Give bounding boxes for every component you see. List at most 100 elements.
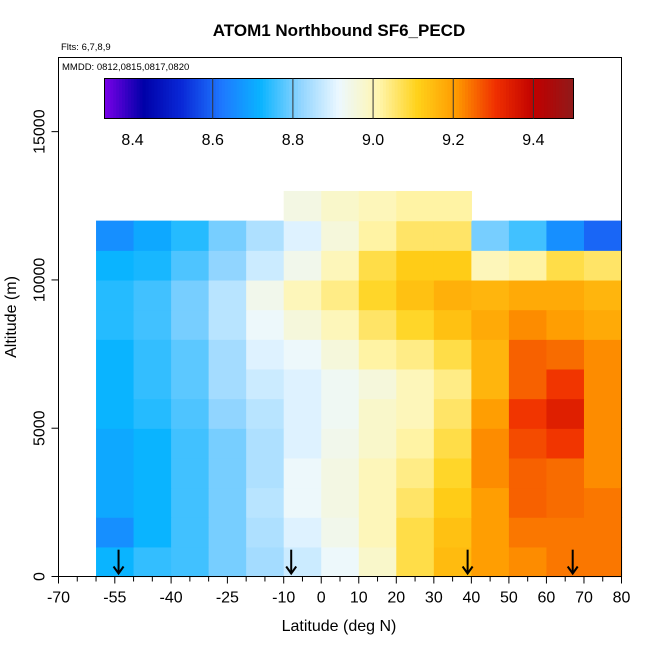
heatmap-cell [396, 546, 435, 578]
colorbar-swatch [259, 78, 264, 119]
x-axis: -70 -55 -40 -25 -10 0 10 20 30 40 50 60 70 80 [47, 576, 631, 607]
colorbar-swatch [447, 78, 451, 119]
heatmap-cell [433, 339, 472, 370]
heatmap-cell [358, 339, 397, 370]
profile-arrow-head [566, 565, 579, 576]
heatmap-cell [358, 250, 397, 281]
colorbar-swatch [251, 78, 255, 119]
heatmap-cell [546, 220, 585, 251]
heatmap-cell [246, 368, 285, 400]
heatmap-cell [433, 190, 472, 222]
heatmap-cell [471, 220, 510, 251]
colorbar-swatch [344, 78, 349, 119]
heatmap-cell [133, 250, 172, 281]
heatmap-cell [471, 546, 510, 578]
colorbar-swatch [315, 78, 319, 119]
heatmap-cell [246, 220, 285, 251]
colorbar-swatch [424, 78, 428, 119]
heatmap-cell [246, 398, 285, 429]
colorbar-swatch [482, 78, 487, 119]
colorbar-swatch [221, 78, 226, 119]
heatmap-cell [471, 517, 510, 548]
heatmap-cell [358, 487, 397, 518]
heatmap-cell [358, 457, 397, 489]
heatmap-cell [471, 250, 510, 281]
heatmap-cell [433, 457, 472, 489]
heatmap-cell [583, 339, 623, 370]
colorbar-swatch [397, 78, 402, 119]
heatmap-cell [396, 220, 435, 251]
heatmap-cell [208, 339, 247, 370]
colorbar-swatch [145, 78, 149, 119]
colorbar-swatch [174, 78, 179, 119]
colorbar-swatch [104, 78, 108, 119]
colorbar-tick-label: 8.4 [121, 132, 143, 149]
colorbar-swatch [544, 78, 548, 119]
heatmap-cell [583, 457, 623, 489]
colorbar-swatch [438, 78, 443, 119]
colorbar-swatch [382, 78, 387, 119]
y-tick-label: 0 [32, 572, 49, 581]
heatmap-cell [321, 546, 360, 578]
heatmap-cell [583, 398, 623, 429]
heatmap-cell [171, 309, 210, 340]
colorbar-tick-label: 9.2 [442, 132, 464, 149]
heatmap-cell [208, 250, 247, 281]
colorbar-swatch [166, 78, 170, 119]
heatmap-cell [96, 279, 135, 311]
colorbar-swatch [180, 78, 185, 119]
colorbar-swatch [517, 78, 522, 119]
x-tick-label: -55 [103, 590, 126, 607]
heatmap-cell [546, 517, 585, 548]
heatmap-cell [583, 279, 623, 311]
colorbar-swatch [429, 78, 434, 119]
colorbar-swatch [558, 78, 563, 119]
colorbar-swatch [552, 78, 557, 119]
heatmap-cell [508, 220, 548, 251]
heatmap-cell [546, 428, 585, 459]
colorbar: 8.4 8.6 8.8 9.0 9.2 9.4 [104, 78, 574, 149]
colorbar-swatch [119, 78, 123, 119]
heatmap-cell [133, 546, 172, 578]
heatmap-cell [283, 428, 322, 459]
heatmap-cell [396, 368, 435, 400]
heatmap-cell [546, 457, 585, 489]
heatmap-cell [283, 339, 322, 370]
x-tick-label: 70 [575, 590, 593, 607]
colorbar-frame [104, 78, 574, 119]
flights-note: Flts: 6,7,8,9 [61, 42, 111, 53]
colorbar-swatch [198, 78, 202, 119]
colorbar-swatch [280, 78, 284, 119]
colorbar-swatch [450, 78, 454, 119]
colorbar-swatch [192, 78, 196, 119]
heatmap-cell [396, 339, 435, 370]
colorbar-swatch [555, 78, 560, 119]
colorbar-swatch [488, 78, 492, 119]
heatmap-cell [508, 546, 548, 578]
heatmap-cell [246, 339, 285, 370]
colorbar-swatch [157, 78, 161, 119]
colorbar-swatch [333, 78, 337, 119]
colorbar-swatch [236, 78, 240, 119]
x-tick-label: 20 [387, 590, 405, 607]
colorbar-swatch [189, 78, 193, 119]
colorbar-swatch [113, 78, 117, 119]
heatmap-cell [171, 279, 210, 311]
colorbar-swatch [277, 78, 281, 119]
colorbar-swatch [497, 78, 501, 119]
colorbar-swatch [394, 78, 399, 119]
colorbar-swatch [564, 78, 569, 119]
x-tick-label: 50 [500, 590, 518, 607]
colorbar-swatch [289, 78, 293, 119]
colorbar-swatch [268, 78, 273, 119]
colorbar-swatch [195, 78, 199, 119]
colorbar-swatch [341, 78, 346, 119]
colorbar-swatch [570, 78, 574, 119]
colorbar-swatch [368, 78, 372, 119]
heatmap-cell [508, 339, 548, 370]
heatmap-cell [396, 250, 435, 281]
heatmap-cell [246, 457, 285, 489]
heatmap-cell [508, 309, 548, 340]
colorbar-tick-label: 9.4 [522, 132, 544, 149]
colorbar-swatch [245, 78, 249, 119]
